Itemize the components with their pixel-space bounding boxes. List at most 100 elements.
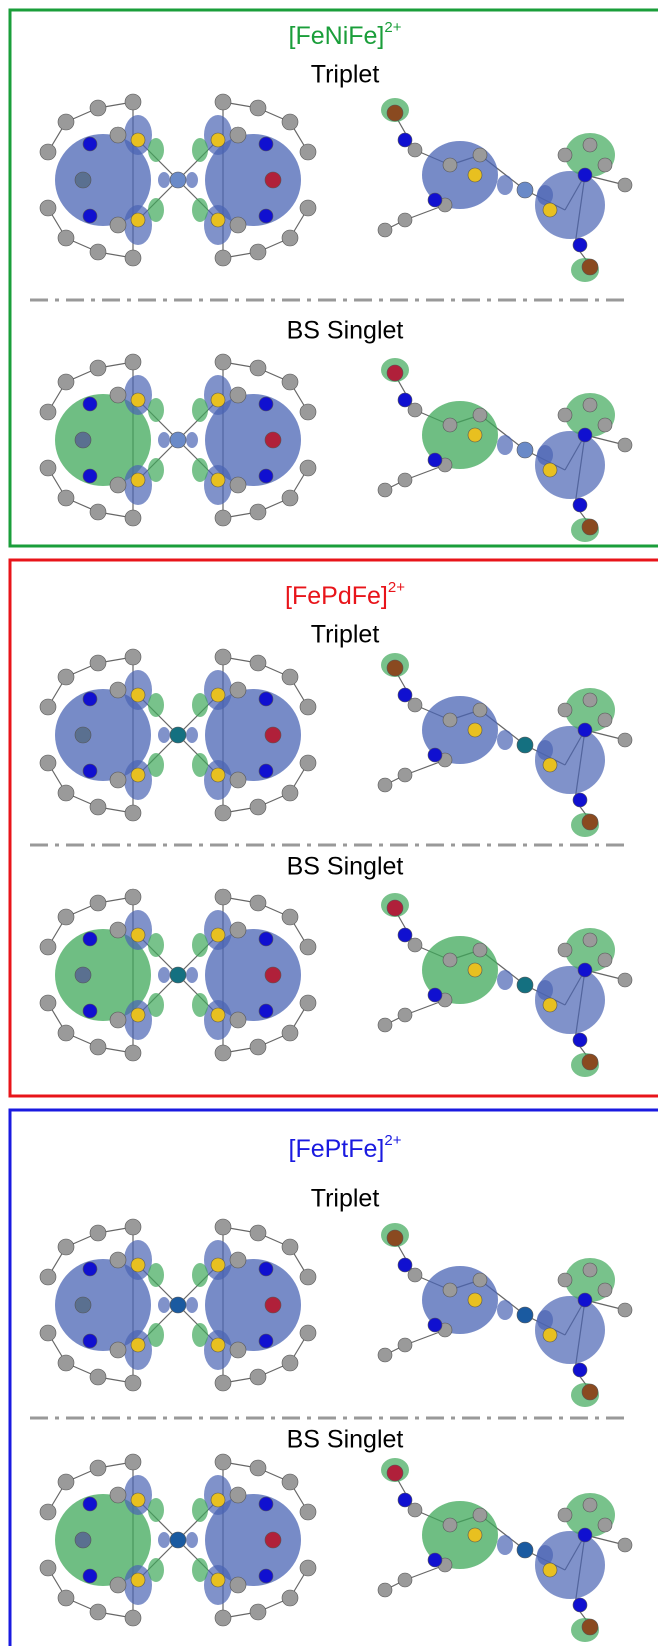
state-label: BS Singlet (287, 853, 404, 881)
spin-lobe (537, 980, 553, 1000)
atom (543, 1328, 557, 1342)
atom (558, 1508, 572, 1522)
atom (618, 1303, 632, 1317)
atom (215, 889, 231, 905)
panel-title: [FeNiFe]2+ (289, 19, 402, 50)
atom (618, 438, 632, 452)
atom (265, 967, 281, 983)
atom (398, 688, 412, 702)
atom (300, 699, 316, 715)
atom (250, 504, 266, 520)
atom (40, 460, 56, 476)
atom (583, 1263, 597, 1277)
atom (131, 1338, 145, 1352)
atom (428, 1553, 442, 1567)
spin-lobe (186, 727, 198, 743)
atom (40, 699, 56, 715)
molecule-front (40, 94, 316, 266)
atom (618, 178, 632, 192)
atom (125, 1219, 141, 1235)
atom (230, 477, 246, 493)
spin-lobe (192, 1323, 208, 1347)
molecule-front (40, 1219, 316, 1391)
atom (40, 1504, 56, 1520)
atom (558, 943, 572, 957)
atom (517, 1542, 533, 1558)
atom (282, 490, 298, 506)
spin-lobe (192, 1498, 208, 1522)
atom (473, 1508, 487, 1522)
atom (558, 703, 572, 717)
atom (282, 1239, 298, 1255)
atom (300, 1325, 316, 1341)
atom (90, 1039, 106, 1055)
atom (83, 1262, 97, 1276)
spin-lobe (186, 1532, 198, 1548)
spin-lobe (186, 967, 198, 983)
atom (300, 939, 316, 955)
atom (578, 963, 592, 977)
atom (282, 1590, 298, 1606)
atom (468, 723, 482, 737)
atom (573, 1033, 587, 1047)
atom (618, 973, 632, 987)
atom (110, 682, 126, 698)
atom (300, 1504, 316, 1520)
atom (443, 158, 457, 172)
atom (618, 733, 632, 747)
state-label: Triplet (311, 61, 380, 89)
atom (250, 655, 266, 671)
atom (125, 1045, 141, 1061)
atom (110, 217, 126, 233)
atom (578, 723, 592, 737)
atom (543, 758, 557, 772)
atom (543, 463, 557, 477)
spin-lobe (192, 693, 208, 717)
atom (378, 1018, 392, 1032)
atom (282, 909, 298, 925)
atom (582, 814, 598, 830)
atom (230, 1342, 246, 1358)
molecule-side (378, 358, 632, 542)
atom (398, 473, 412, 487)
spin-lobe (148, 753, 164, 777)
spin-lobe (158, 727, 170, 743)
panel-title: [FePdFe]2+ (285, 579, 405, 610)
atom (75, 727, 91, 743)
atom (211, 1338, 225, 1352)
atom (230, 772, 246, 788)
molecule-front (40, 1454, 316, 1626)
atom (75, 967, 91, 983)
atom (90, 1225, 106, 1241)
atom (211, 688, 225, 702)
atom (443, 418, 457, 432)
atom (131, 473, 145, 487)
atom (90, 360, 106, 376)
spin-lobe (497, 175, 513, 195)
charge: 2+ (388, 579, 405, 596)
atom (58, 490, 74, 506)
atom (282, 1355, 298, 1371)
atom (598, 713, 612, 727)
atom (211, 133, 225, 147)
atom (110, 127, 126, 143)
spin-lobe (158, 1297, 170, 1313)
spin-lobe (537, 445, 553, 465)
atom (170, 432, 186, 448)
spin-lobe (497, 970, 513, 990)
atom (230, 387, 246, 403)
spin-lobe (158, 967, 170, 983)
atom (83, 1334, 97, 1348)
atom (170, 1297, 186, 1313)
atom (125, 649, 141, 665)
spin-lobe (148, 398, 164, 422)
atom (250, 244, 266, 260)
spin-lobe (148, 933, 164, 957)
atom (58, 1355, 74, 1371)
spin-lobe (497, 1535, 513, 1555)
molecule-front (40, 889, 316, 1061)
atom (473, 148, 487, 162)
spin-lobe (158, 432, 170, 448)
